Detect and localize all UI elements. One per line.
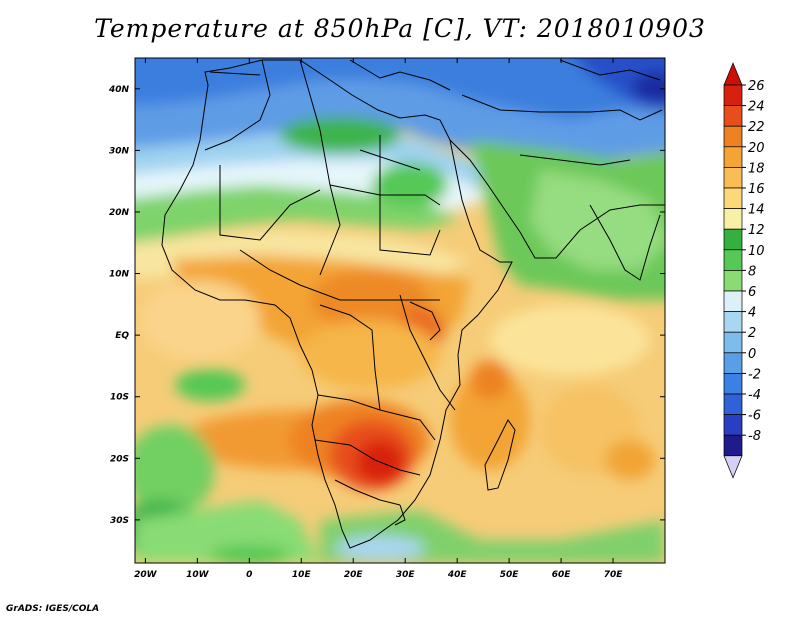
lat-tick-label: 20S xyxy=(110,454,129,464)
map-frame xyxy=(134,57,666,564)
lat-tick-label: EQ xyxy=(115,331,129,341)
colorbar-box xyxy=(723,105,743,127)
colorbar-under-triangle xyxy=(723,455,743,479)
colorbar-box xyxy=(723,187,743,209)
lat-tick-label: 30S xyxy=(110,516,129,526)
colorbar-box xyxy=(723,84,743,106)
colorbar-box xyxy=(723,167,743,189)
latitude-ticks: 40N 30N 20N 10N EQ 10S 20S 30S xyxy=(108,85,665,526)
colorbar-box xyxy=(723,352,743,374)
colorbar-label: -2 xyxy=(748,367,761,382)
colorbar-label: 16 xyxy=(748,182,765,197)
lat-tick-label: 20N xyxy=(109,208,130,218)
lat-tick-label: 10N xyxy=(109,270,130,280)
lon-tick-label: 70E xyxy=(604,570,624,580)
colorbar-label: 26 xyxy=(748,79,765,94)
colorbar-label: 0 xyxy=(748,347,756,362)
lat-tick-label: 30N xyxy=(109,146,130,156)
lat-tick-label: 40N xyxy=(108,85,130,95)
colorbar-box xyxy=(723,249,743,271)
colorbar-label: 24 xyxy=(748,100,765,115)
colorbar-box xyxy=(723,290,743,312)
colorbar-label: 18 xyxy=(748,161,765,176)
lon-tick-label: 60E xyxy=(552,570,572,580)
colorbar-label: 22 xyxy=(748,120,765,135)
colorbar-label: 20 xyxy=(748,141,765,156)
map-title: Temperature at 850hPa [C], VT: 201801090… xyxy=(94,14,706,43)
lon-tick-label: 10E xyxy=(292,570,312,580)
colorbar-box xyxy=(723,373,743,395)
colorbar-label: 14 xyxy=(748,203,765,218)
colorbar-label: 8 xyxy=(748,264,756,279)
colorbar-label: 12 xyxy=(748,223,765,238)
colorbar-over-triangle xyxy=(723,62,743,86)
colorbar-box xyxy=(723,331,743,354)
colorbar-label: 4 xyxy=(748,306,756,321)
colorbar-label: -4 xyxy=(748,388,761,403)
lon-tick-label: 40E xyxy=(447,570,468,580)
colorbar-box xyxy=(723,146,743,168)
lon-tick-label: 50E xyxy=(500,570,520,580)
grads-credit: GrADS: IGES/COLA xyxy=(6,604,100,614)
colorbar-box xyxy=(723,393,743,415)
lon-tick-label: 20E xyxy=(344,570,364,580)
colorbar-box xyxy=(723,414,743,436)
colorbar-label: -8 xyxy=(748,429,761,444)
colorbar-label: 10 xyxy=(748,244,765,259)
colorbar-box xyxy=(723,270,743,292)
lon-tick-label: 20W xyxy=(134,570,158,580)
lon-tick-label: 30E xyxy=(396,570,416,580)
colorbar-label: 6 xyxy=(748,285,756,300)
lon-tick-label: 0 xyxy=(246,570,252,580)
temperature-field xyxy=(135,58,665,563)
colorbar-box xyxy=(723,208,743,230)
colorbar-box xyxy=(723,228,743,251)
lon-tick-label: 10W xyxy=(186,570,210,580)
colorbar-label: -6 xyxy=(748,409,761,424)
colorbar-box xyxy=(723,434,743,457)
coastlines xyxy=(161,59,665,549)
longitude-ticks: 20W 10W 0 10E 20E 30E 40E 50E 60E 70E xyxy=(134,58,623,580)
lat-tick-label: 10S xyxy=(110,393,129,403)
colorbar-box xyxy=(723,125,743,148)
colorbar-label: 2 xyxy=(748,326,756,341)
colorbar-box xyxy=(723,311,743,333)
